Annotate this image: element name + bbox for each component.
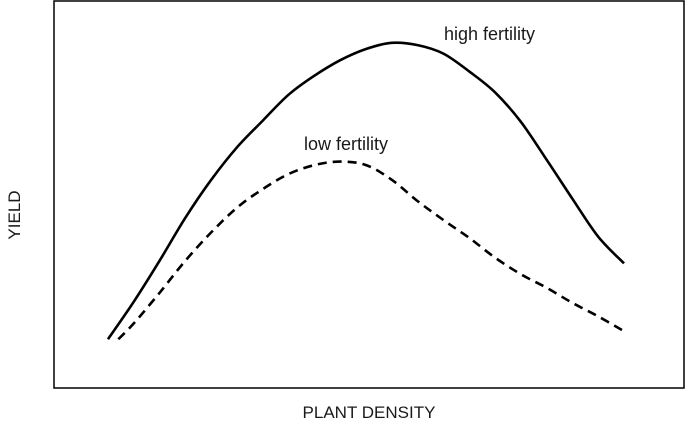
plot-frame <box>53 0 685 389</box>
high-fertility-line <box>106 41 625 340</box>
y-axis-title: YIELD <box>5 190 24 239</box>
low-fertility-label: low fertility <box>304 134 388 154</box>
high-fertility-label: high fertility <box>444 24 535 44</box>
low-fertility-line <box>117 160 625 341</box>
series-layer <box>106 41 625 341</box>
x-axis-title: PLANT DENSITY <box>303 403 436 422</box>
